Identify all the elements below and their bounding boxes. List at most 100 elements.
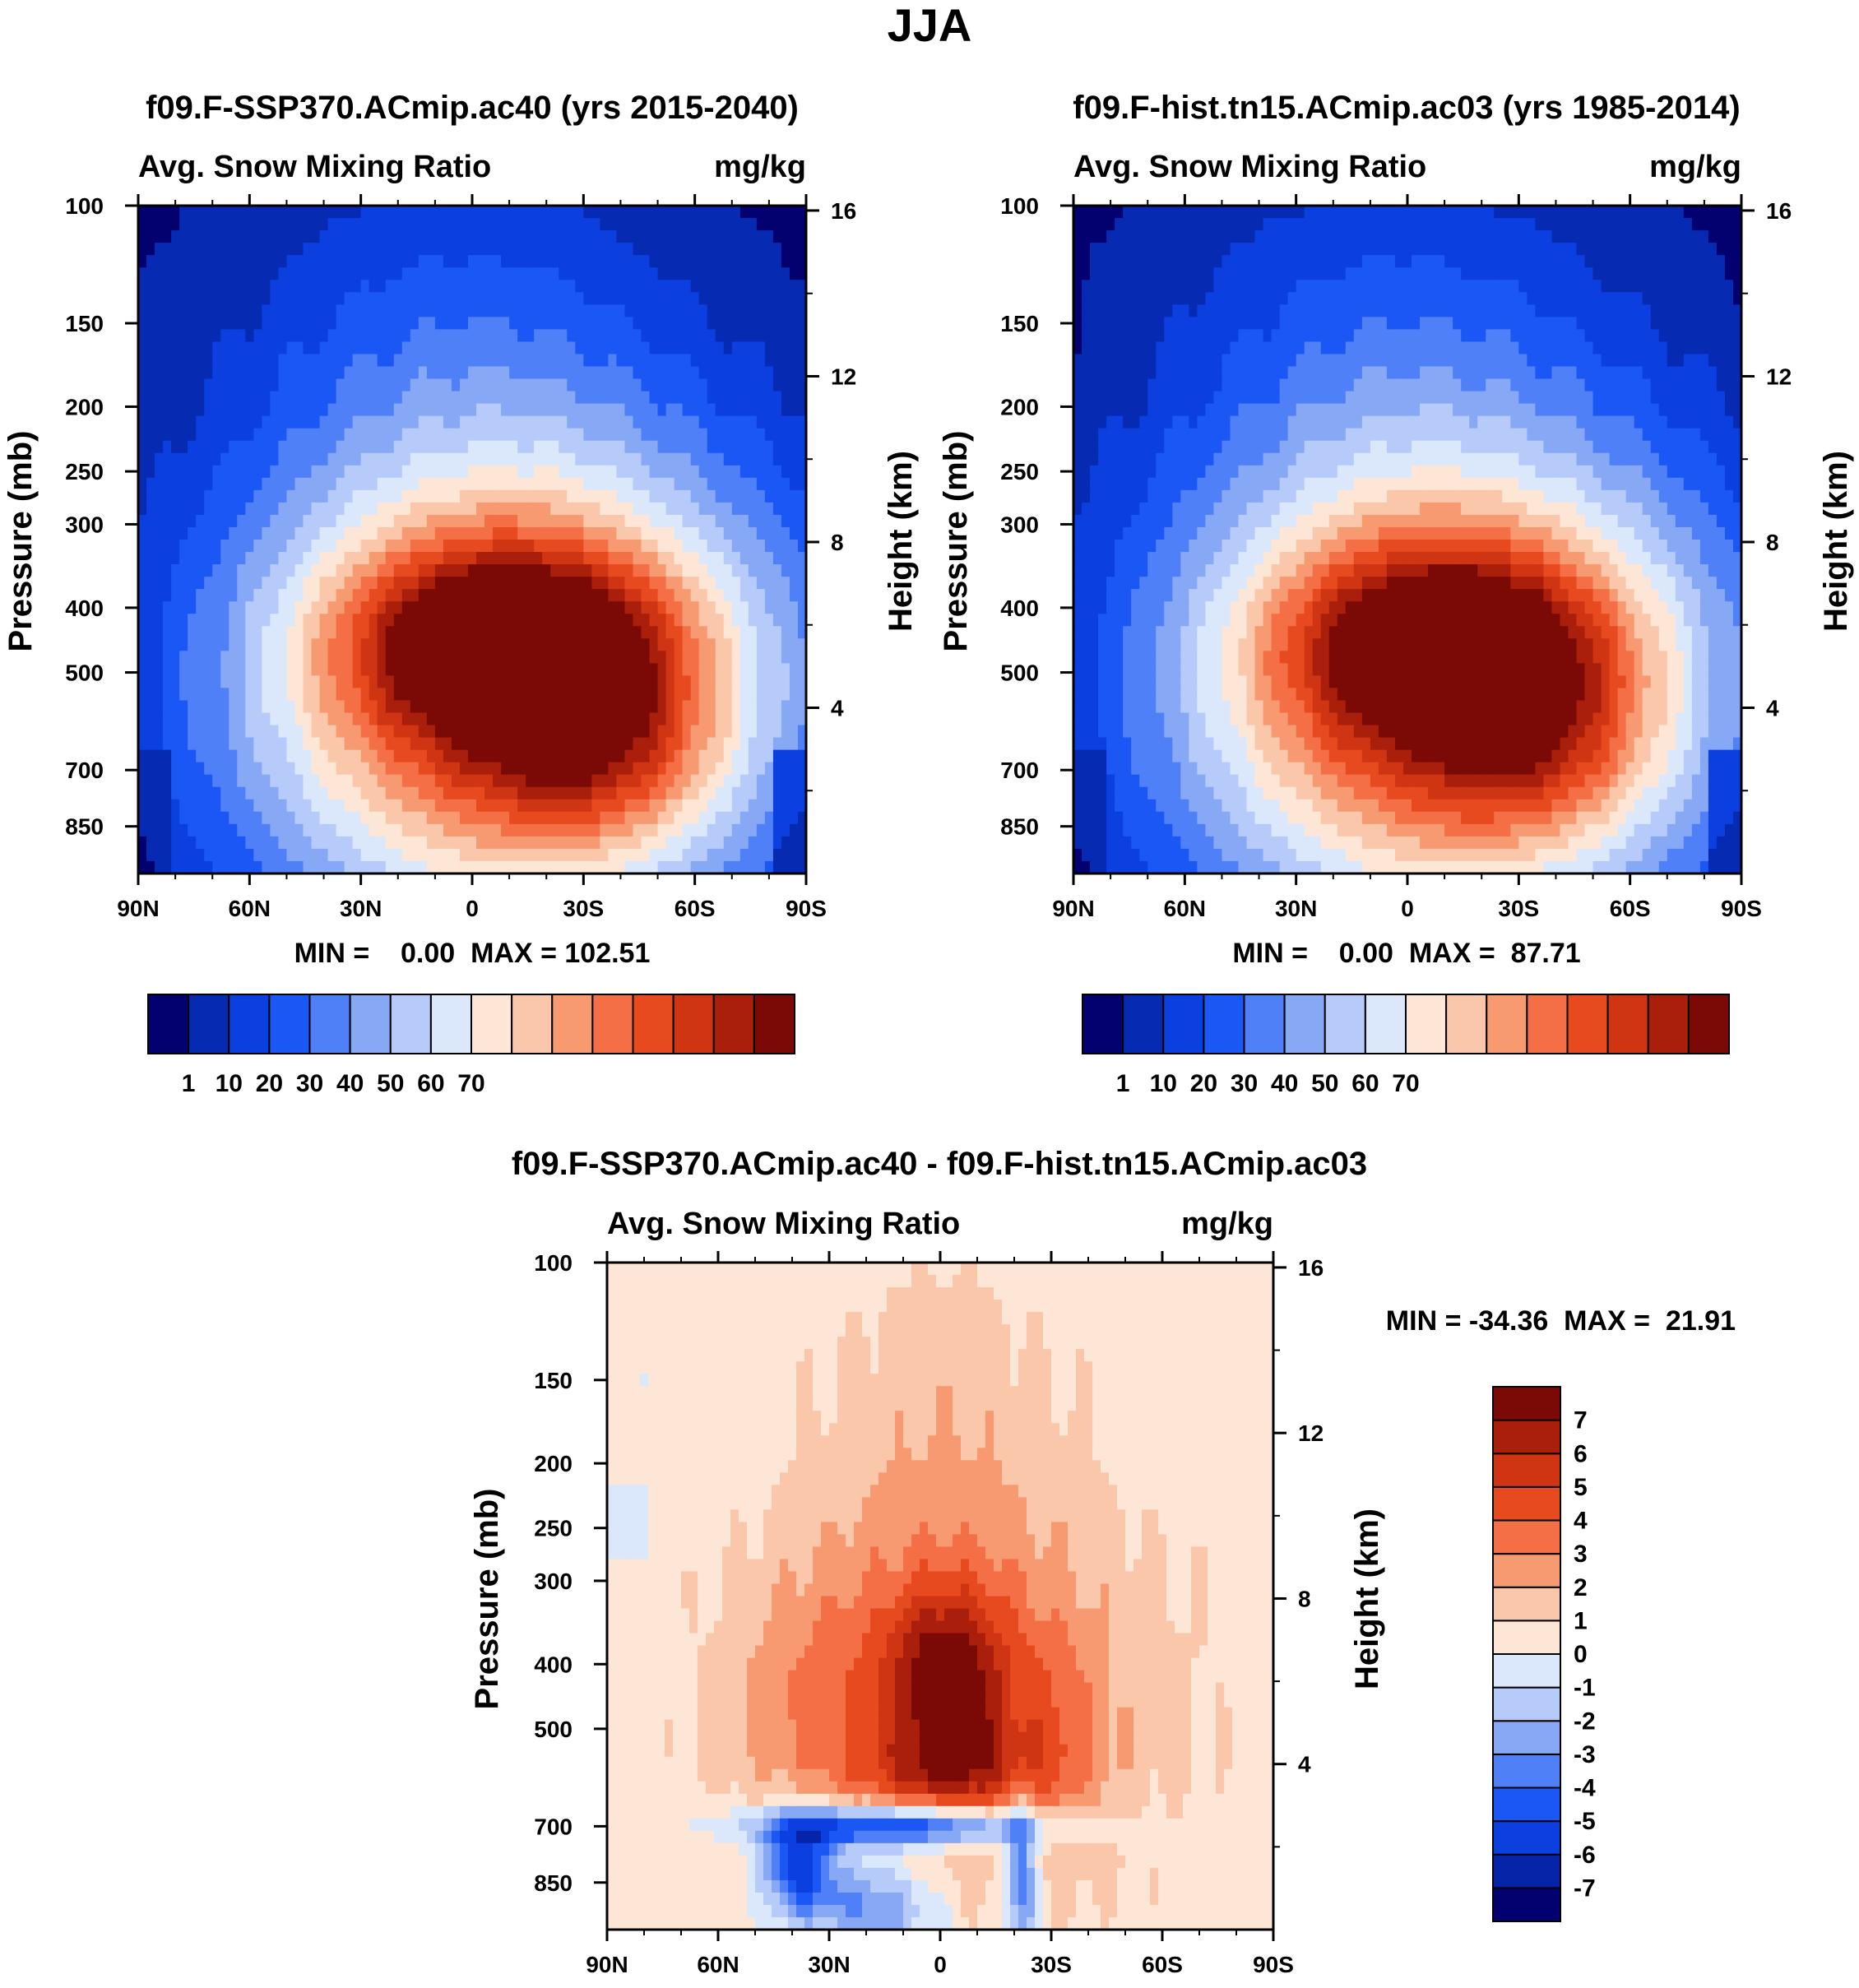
heatmap-cell — [138, 452, 147, 466]
heatmap-cell — [542, 218, 551, 231]
heatmap-cell — [426, 601, 436, 614]
heatmap-cell — [196, 712, 205, 726]
heatmap-cell — [1205, 255, 1215, 268]
heatmap-cell — [567, 341, 576, 355]
heatmap-cell — [1412, 230, 1421, 243]
heatmap-cell — [608, 440, 618, 454]
heatmap-cell — [501, 502, 510, 516]
heatmap-cell — [327, 811, 337, 825]
heatmap-cell — [1156, 206, 1165, 219]
heatmap-cell — [286, 366, 296, 380]
heatmap-cell — [146, 737, 155, 751]
heatmap-cell — [327, 700, 337, 714]
heatmap-cell — [559, 218, 568, 231]
heatmap-cell — [393, 540, 403, 553]
heatmap-cell — [649, 218, 659, 231]
heatmap-cell — [146, 230, 155, 243]
heatmap-cell — [1699, 206, 1709, 219]
heatmap-cell — [641, 317, 651, 330]
heatmap-cell — [270, 415, 280, 429]
heatmap-cell — [369, 415, 378, 429]
heatmap-cell — [237, 267, 246, 280]
heatmap-cell — [311, 440, 321, 454]
heatmap-cell — [534, 267, 543, 280]
heatmap-cell — [698, 354, 708, 368]
heatmap-cell — [188, 749, 197, 763]
heatmap-cell — [377, 725, 387, 739]
heatmap-cell — [665, 799, 675, 813]
heatmap-cell — [674, 577, 684, 590]
heatmap-cell — [311, 700, 321, 714]
heatmap-cell — [467, 688, 477, 702]
heatmap-cell — [155, 255, 164, 268]
heatmap-cell — [674, 502, 684, 516]
heatmap-cell — [1254, 267, 1264, 280]
heatmap-cell — [1543, 267, 1553, 280]
heatmap-cell — [559, 280, 568, 293]
heatmap-cell — [1073, 230, 1082, 243]
heatmap-cell — [229, 614, 238, 627]
heatmap-cell — [748, 206, 758, 219]
heatmap-cell — [641, 378, 651, 392]
heatmap-cell — [336, 601, 345, 614]
heatmap-cell — [649, 577, 659, 590]
heatmap-cell — [559, 304, 568, 317]
colorbar-box — [147, 994, 190, 1054]
heatmap-cell — [369, 218, 378, 231]
heatmap-cell — [1197, 267, 1206, 280]
heatmap-cell — [188, 712, 197, 726]
heatmap-cell — [171, 700, 180, 714]
heatmap-cell — [401, 799, 411, 813]
heatmap-cell — [336, 428, 345, 442]
heatmap-cell — [467, 626, 477, 639]
heatmap-cell — [583, 749, 592, 763]
heatmap-cell — [319, 786, 329, 800]
heatmap-cell — [1402, 255, 1412, 268]
heatmap-cell — [393, 329, 403, 343]
heatmap-cell — [336, 514, 345, 528]
heatmap-cell — [608, 651, 618, 664]
heatmap-cell — [319, 440, 329, 454]
heatmap-cell — [484, 712, 494, 726]
heatmap-cell — [1197, 218, 1206, 231]
heatmap-cell — [467, 218, 477, 231]
heatmap-cell — [393, 415, 403, 429]
heatmap-cell — [311, 860, 321, 874]
heatmap-cell — [690, 428, 700, 442]
heatmap-cell — [262, 601, 271, 614]
heatmap-cell — [1246, 267, 1256, 280]
heatmap-cell — [665, 489, 675, 503]
heatmap-cell — [526, 243, 535, 256]
heatmap-cell — [270, 811, 280, 825]
y-axis-label: Pressure (mb) — [938, 431, 974, 652]
heatmap-cell — [665, 700, 675, 714]
heatmap-cell — [1123, 230, 1132, 243]
heatmap-cell — [1115, 218, 1124, 231]
heatmap-cell — [739, 848, 749, 862]
heatmap-cell — [550, 329, 559, 343]
heatmap-cell — [739, 267, 749, 280]
heatmap-cell — [715, 552, 725, 565]
heatmap-cell — [311, 243, 321, 256]
heatmap-cell — [1345, 218, 1355, 231]
heatmap-cell — [303, 218, 313, 231]
heatmap-cell — [723, 415, 733, 429]
heatmap-cell — [624, 589, 634, 602]
heatmap-cell — [204, 663, 213, 677]
heatmap-cell — [1394, 230, 1404, 243]
heatmap-cell — [253, 762, 262, 776]
heatmap-cell — [467, 712, 477, 726]
heatmap-cell — [633, 651, 642, 664]
heatmap-cell — [262, 514, 271, 528]
heatmap-cell — [245, 391, 254, 405]
heatmap-cell — [163, 489, 172, 503]
heatmap-cell — [600, 292, 609, 305]
heatmap-cell — [369, 799, 378, 813]
heatmap-cell — [739, 341, 749, 355]
heatmap-cell — [608, 848, 618, 862]
heatmap-cell — [401, 762, 411, 776]
heatmap-cell — [344, 304, 354, 317]
heatmap-cell — [649, 255, 659, 268]
heatmap-cell — [591, 614, 600, 627]
heatmap-cell — [459, 477, 469, 491]
